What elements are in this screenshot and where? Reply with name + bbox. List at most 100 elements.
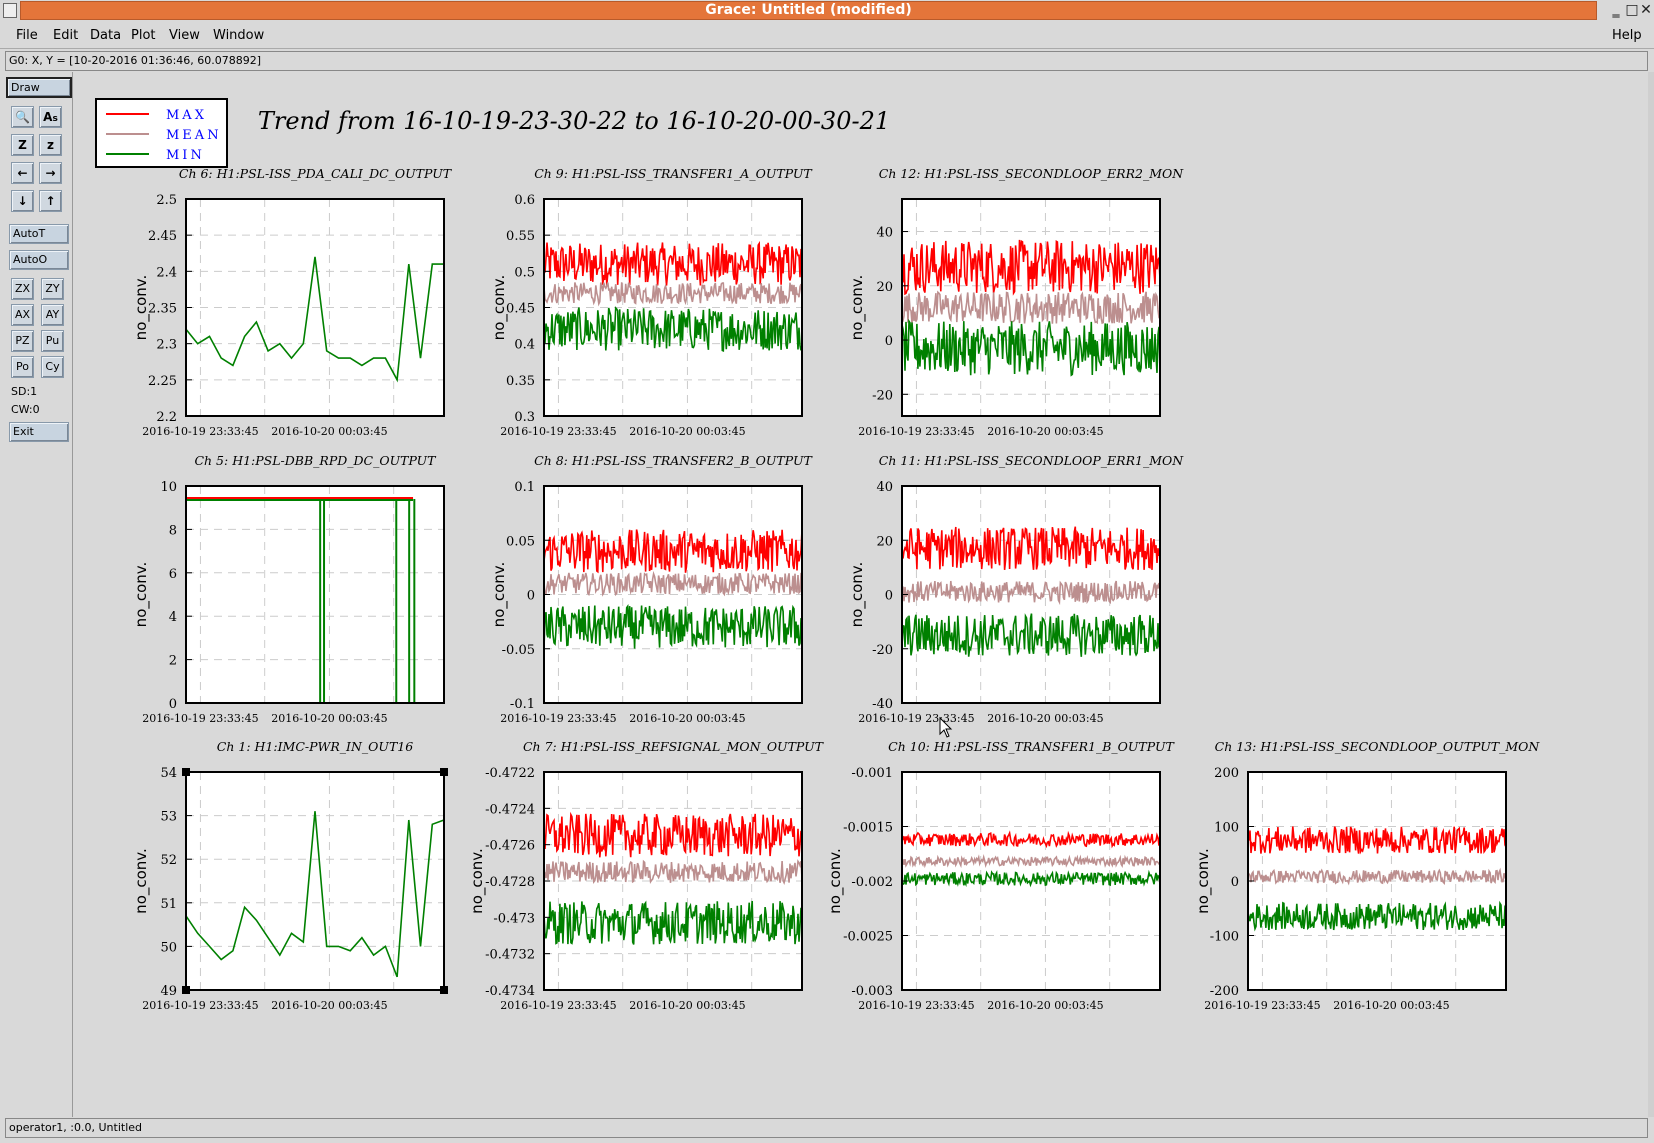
y-tick-label: -20 [872,388,893,403]
ax-button[interactable]: AX [11,304,34,326]
panel-title: Ch 11: H1:PSL-ISS_SECONDLOOP_ERR1_MON [879,453,1184,468]
zoom-icon[interactable]: 🔍 [11,106,34,128]
y-tick-label: 0.55 [506,229,535,244]
arrow-down-icon[interactable]: ↓ [11,190,34,212]
x-tick-label: 2016-10-19 23:33:45 [1204,999,1320,1012]
y-axis-label: no_conv. [848,562,867,628]
y-axis-label: no_conv. [826,848,845,914]
po-button[interactable]: Po [11,356,34,378]
y-tick-label: 40 [876,480,893,495]
locator-display: G0: X, Y = [10-20-2016 01:36:46, 60.0788… [5,51,1648,71]
pz-button[interactable]: PZ [11,330,34,352]
y-tick-label: 20 [876,534,893,549]
zoom-out-icon[interactable]: z [39,134,62,156]
menu-edit[interactable]: Edit [53,28,79,43]
y-tick-label: 52 [160,853,177,868]
menu-view[interactable]: View [169,28,200,43]
series-line-mean [543,570,803,597]
panel-title: Ch 12: H1:PSL-ISS_SECONDLOOP_ERR2_MON [879,166,1184,181]
y-tick-label: 0.6 [514,193,535,208]
series-line-min [543,603,803,649]
x-tick-label: 2016-10-20 00:03:45 [987,425,1103,438]
x-tick-label: 2016-10-20 00:03:45 [629,712,745,725]
y-tick-label: 0 [1231,875,1239,890]
menu-file[interactable]: File [16,28,38,43]
cy-button[interactable]: Cy [41,356,64,378]
y-tick-label: 0 [527,589,535,604]
y-axis-label: no_conv. [132,275,151,341]
panel-title: Ch 5: H1:PSL-DBB_RPD_DC_OUTPUT [194,453,437,468]
series-line-max [543,811,803,858]
y-tick-label: 51 [160,897,177,912]
zx-button[interactable]: ZX [11,278,34,300]
menu-plot[interactable]: Plot [131,28,156,43]
app-icon[interactable] [3,3,17,18]
y-tick-label: -0.473 [493,911,535,926]
title-bar: Grace: Untitled (modified) ‗ □ ✕ [0,0,1654,22]
y-tick-label: 2 [169,654,177,669]
panel-frame [185,771,445,991]
series-line-mean [901,580,1161,606]
y-tick-label: 6 [169,567,177,582]
x-tick-label: 2016-10-20 00:03:45 [271,425,387,438]
y-tick-label: -40 [872,697,893,712]
y-tick-label: -20 [872,643,893,658]
series-line-min [901,869,1161,888]
selection-handle [440,768,448,776]
autoscale-button[interactable]: AutoT [9,224,69,244]
series-line-min [901,613,1161,657]
y-tick-label: 8 [169,523,177,538]
y-tick-label: 0.45 [506,302,535,317]
x-tick-label: 2016-10-19 23:33:45 [142,425,258,438]
x-tick-label: 2016-10-19 23:33:45 [500,999,616,1012]
y-axis-label: no_conv. [490,275,509,341]
y-axis-label: no_conv. [468,848,487,914]
menu-data[interactable]: Data [90,28,122,43]
zy-button[interactable]: ZY [41,278,64,300]
autoticks-button[interactable]: AutoO [9,250,69,270]
selection-handle [440,986,448,994]
x-tick-label: 2016-10-19 23:33:45 [858,999,974,1012]
text-autoscale-icon[interactable]: As [39,106,62,128]
y-tick-label: -0.0015 [843,821,893,836]
y-tick-label: 40 [876,226,893,241]
arrow-left-icon[interactable]: ← [11,162,34,184]
close-icon[interactable]: ✕ [1640,2,1652,18]
series-line-max [901,830,1161,849]
x-tick-label: 2016-10-19 23:33:45 [142,999,258,1012]
arrow-up-icon[interactable]: ↑ [39,190,62,212]
x-tick-label: 2016-10-20 00:03:45 [629,999,745,1012]
panel-title: Ch 1: H1:IMC-PWR_IN_OUT16 [217,739,413,754]
y-tick-label: -0.4722 [485,766,535,781]
y-tick-label: 0.35 [506,374,535,389]
y-tick-label: 2.25 [148,374,177,389]
panel-background [186,486,444,703]
y-axis-label: no_conv. [1194,848,1213,914]
exit-button[interactable]: Exit [9,422,69,442]
vertical-scrollbar[interactable] [1648,72,1654,1117]
y-tick-label: 2.4 [156,265,177,280]
draw-button[interactable]: Draw [6,77,72,98]
x-tick-label: 2016-10-20 00:03:45 [271,712,387,725]
plot-graphics[interactable]: Trend from 16-10-19-23-30-22 to 16-10-20… [74,72,1648,1117]
zoom-in-icon[interactable]: Z [11,134,34,156]
minimize-icon[interactable]: ‗ [1612,2,1620,18]
y-tick-label: 54 [160,766,177,781]
series-line-max [901,239,1161,296]
series-line-max [901,526,1161,570]
series-line-min [185,811,445,978]
ay-button[interactable]: AY [41,304,64,326]
maximize-icon[interactable]: □ [1625,2,1639,18]
menu-help[interactable]: Help [1612,28,1642,43]
panel-title: Ch 10: H1:PSL-ISS_TRANSFER1_B_OUTPUT [888,739,1175,754]
current-world-label: CW:0 [11,403,40,416]
series-line-mean [1247,867,1507,886]
pu-button[interactable]: Pu [41,330,64,352]
arrow-right-icon[interactable]: → [39,162,62,184]
x-tick-label: 2016-10-20 00:03:45 [1333,999,1449,1012]
y-tick-label: -0.002 [851,875,893,890]
menu-window[interactable]: Window [213,28,265,43]
plot-canvas[interactable]: Trend from 16-10-19-23-30-22 to 16-10-20… [74,72,1648,1117]
y-tick-label: -0.001 [851,766,893,781]
series-line-min [1247,900,1507,932]
